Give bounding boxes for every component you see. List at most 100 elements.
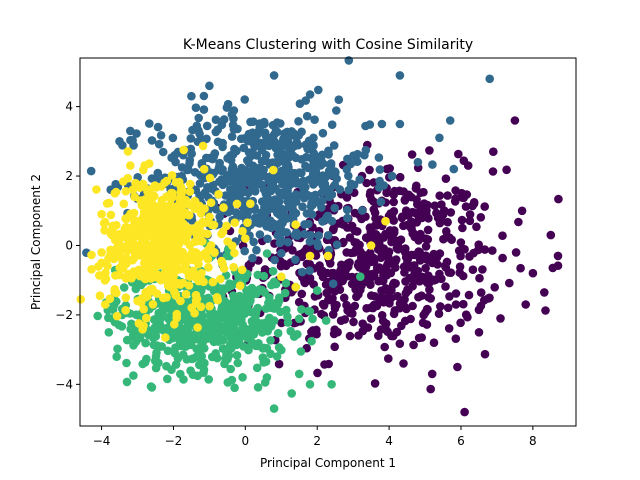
data-point-series-2 [104,328,114,337]
data-point-series-1 [349,180,359,190]
data-point-series-2 [183,321,192,330]
data-point-series-2 [142,354,151,364]
data-point-series-0 [443,191,452,200]
data-point-series-0 [413,266,423,276]
data-point-series-3 [147,207,157,216]
data-point-series-0 [528,268,538,278]
data-point-series-1 [252,245,261,255]
data-point-series-3 [140,274,150,283]
data-point-series-0 [338,276,348,286]
data-point-series-1 [229,114,238,124]
y-tick-label: −2 [55,308,73,322]
data-point-series-3 [305,251,315,261]
data-point-series-2 [308,314,317,324]
data-point-series-3 [246,199,255,208]
data-point-series-0 [349,317,358,327]
data-point-series-1 [263,206,272,216]
data-point-series-1 [227,132,237,141]
data-point-series-1 [153,168,163,178]
data-point-series-1 [428,160,437,169]
data-point-series-1 [377,119,387,129]
data-point-series-2 [183,330,192,339]
data-point-series-0 [443,303,453,313]
data-point-series-0 [488,246,497,255]
data-point-series-2 [229,296,238,306]
data-point-series-3 [381,216,390,226]
data-point-series-0 [338,262,347,272]
data-point-series-3 [97,248,106,257]
data-point-series-0 [540,288,549,297]
x-axis-title: Principal Component 1 [260,456,396,470]
data-point-series-1 [227,192,236,201]
data-point-series-0 [488,167,498,176]
data-point-series-1 [297,155,306,164]
data-point-series-2 [119,283,129,292]
data-point-series-0 [443,217,452,227]
data-point-series-1 [335,185,345,194]
data-point-series-3 [124,223,134,233]
data-point-series-3 [197,268,206,278]
data-point-series-1 [257,145,267,155]
data-point-series-3 [229,262,238,272]
data-point-series-0 [480,349,490,359]
data-point-series-3 [213,295,222,305]
data-point-series-0 [362,178,371,188]
data-point-series-1 [281,163,291,172]
data-point-series-1 [330,203,340,213]
data-point-series-2 [283,312,292,322]
data-point-series-1 [194,113,203,123]
data-point-series-3 [185,179,195,189]
data-point-series-0 [490,283,500,292]
data-point-series-3 [366,241,376,250]
data-point-series-2 [208,319,217,329]
x-tick-label: 2 [313,434,321,448]
data-point-series-3 [196,221,205,230]
data-point-series-3 [142,263,152,272]
data-point-series-0 [381,285,390,295]
data-point-series-2 [280,288,290,298]
data-point-series-3 [176,296,185,306]
data-point-series-1 [312,238,322,248]
data-point-series-1 [243,136,253,146]
data-point-series-3 [206,198,216,207]
data-point-series-2 [287,389,297,398]
data-point-series-1 [292,138,302,147]
data-point-series-1 [272,157,282,167]
data-point-series-3 [121,187,131,196]
data-point-series-1 [288,178,298,188]
data-point-series-1 [305,266,314,276]
data-point-series-1 [215,212,224,222]
data-point-series-0 [429,276,439,285]
data-point-series-1 [199,91,209,101]
data-point-series-0 [441,282,450,291]
data-point-series-3 [178,231,188,241]
data-point-series-1 [129,141,138,150]
data-point-series-3 [162,251,172,260]
data-point-series-3 [232,199,242,209]
data-point-series-3 [180,252,190,262]
data-point-series-0 [395,339,405,349]
data-point-series-1 [276,222,285,232]
data-point-series-2 [252,363,262,373]
data-point-series-0 [342,300,351,310]
data-point-series-1 [361,121,370,131]
data-point-series-0 [445,292,454,301]
data-point-series-3 [237,265,247,275]
data-point-series-3 [291,282,301,292]
data-point-series-0 [454,149,463,159]
data-point-series-0 [409,208,419,217]
data-point-series-0 [387,331,396,341]
data-point-series-2 [149,340,159,350]
data-point-series-0 [389,278,399,288]
data-point-series-0 [352,238,361,247]
data-point-series-2 [163,374,172,384]
data-point-series-0 [400,268,409,277]
data-point-series-0 [439,206,449,215]
data-point-series-2 [129,341,138,350]
data-point-series-2 [294,314,304,324]
data-point-series-3 [92,185,101,194]
data-point-series-1 [312,175,322,184]
data-point-series-0 [345,331,355,341]
data-point-series-0 [463,161,473,170]
data-point-series-0 [514,217,523,227]
